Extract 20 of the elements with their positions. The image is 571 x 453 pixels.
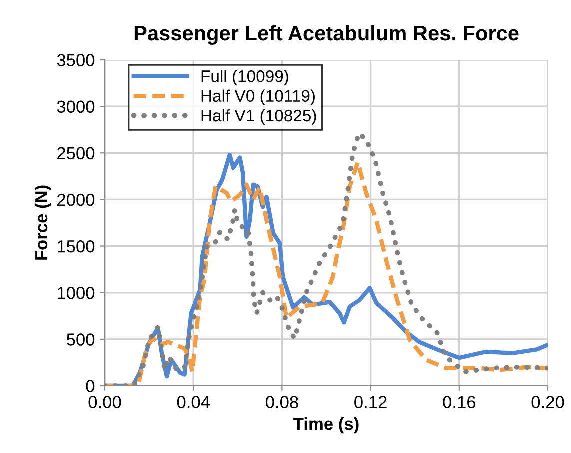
y-axis-title: Force (N) xyxy=(34,186,52,260)
x-tick-label: 0.16 xyxy=(443,396,476,408)
legend-label: Full (10099) xyxy=(202,70,288,86)
chart-title: Passenger Left Acetabulum Res. Force xyxy=(134,25,519,45)
x-tick-label: 0.20 xyxy=(532,396,564,408)
y-tick-label: 2000 xyxy=(58,194,95,206)
legend-label: Half V0 (10119) xyxy=(202,90,315,106)
x-tick-label: 0.08 xyxy=(266,396,298,408)
y-tick-label: 3500 xyxy=(57,54,95,66)
y-tick-label: 1000 xyxy=(58,287,95,300)
y-tick-label: 500 xyxy=(67,334,95,346)
y-tick-label: 0 xyxy=(86,380,95,392)
y-tick-label: 3000 xyxy=(57,100,95,114)
x-tick-label: 0.12 xyxy=(354,396,387,408)
x-tick-label: 0.04 xyxy=(177,396,210,408)
legend-label: Half V1 (10825) xyxy=(202,109,316,126)
y-tick-label: 1500 xyxy=(58,240,95,253)
y-tick-label: 2500 xyxy=(58,147,95,160)
x-axis-title: Time (s) xyxy=(294,417,359,434)
x-tick-label: 0.00 xyxy=(88,396,122,408)
